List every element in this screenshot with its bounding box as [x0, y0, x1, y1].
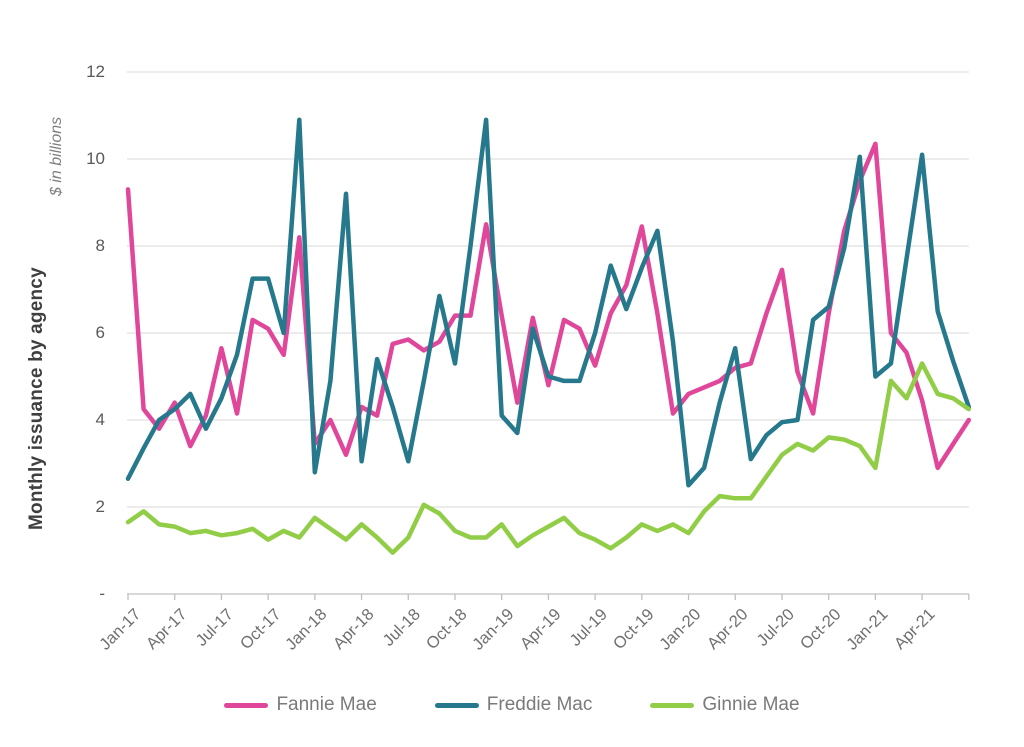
ginnie-mae-line-swatch: [650, 702, 695, 708]
y-tick-label: 2: [95, 497, 105, 516]
y-tick-label: 10: [86, 149, 105, 168]
freddie-mac-line: [125, 117, 972, 488]
fannie-mae-line: [125, 141, 972, 471]
y-tick-label: 8: [95, 236, 105, 255]
legend-item-ginnie-mae: Ginnie Mae: [650, 694, 800, 716]
legend: Fannie Mae Freddie Mac Ginnie Mae: [0, 694, 1024, 716]
legend-item-freddie-mac: Freddie Mac: [434, 694, 593, 716]
y-tick-label: -: [99, 584, 105, 603]
legend-item-fannie-mae: Fannie Mae: [224, 694, 377, 716]
y-axis-units-label: $ in billions: [48, 116, 65, 196]
legend-label: Freddie Mac: [486, 694, 593, 715]
legend-label: Fannie Mae: [276, 694, 377, 715]
ginnie-mae-line: [125, 361, 972, 555]
legend-label: Ginnie Mae: [702, 694, 800, 715]
freddie-mac-line-swatch: [434, 702, 479, 708]
y-tick-label: 12: [86, 62, 105, 81]
y-tick-label: 6: [95, 323, 105, 342]
y-tick-label: 4: [95, 410, 105, 429]
y-axis-title: Monthly issuance by agency: [26, 267, 47, 530]
fannie-mae-line-swatch: [224, 702, 269, 708]
